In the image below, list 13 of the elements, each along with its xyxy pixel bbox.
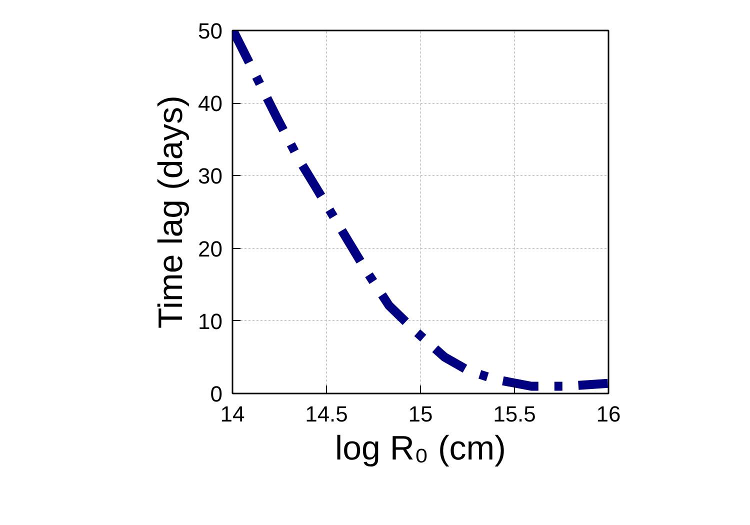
y-tick-label: 0 — [210, 382, 223, 406]
x-tick-label: 14 — [220, 402, 245, 426]
x-tick-label: 15.5 — [493, 402, 536, 426]
x-tick-label: 14.5 — [305, 402, 348, 426]
y-axis-title: Time lag (days) — [152, 95, 190, 329]
x-axis-title: log R₀ (cm) — [335, 430, 506, 468]
y-tick-label: 50 — [198, 18, 223, 44]
x-tick-label: 16 — [596, 402, 621, 426]
y-tick-label: 30 — [198, 164, 223, 189]
y-tick-label: 40 — [198, 91, 223, 116]
x-tick-label: 15 — [408, 402, 433, 426]
y-tick-label: 20 — [198, 236, 223, 262]
y-tick-label: 10 — [198, 308, 223, 334]
